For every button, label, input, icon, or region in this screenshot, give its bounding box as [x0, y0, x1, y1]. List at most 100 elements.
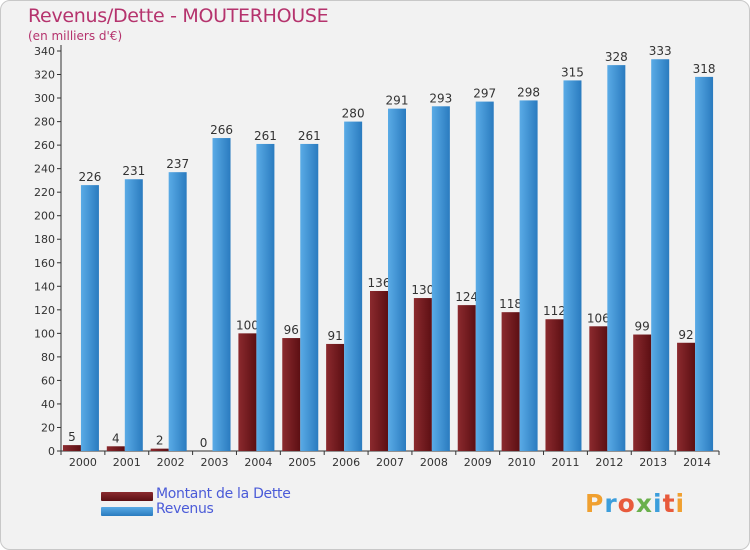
bar-debt [589, 326, 608, 451]
logo-letter: P [585, 489, 605, 518]
bar-debt [62, 445, 81, 451]
bar-label-debt: 106 [587, 311, 610, 325]
bar-revenue [388, 108, 406, 451]
bar-revenue [695, 76, 714, 451]
y-tick-label: 0 [48, 445, 55, 458]
bar-revenue [300, 143, 319, 452]
bar-label-revenue: 291 [386, 94, 409, 108]
x-tick-label: 2001 [113, 456, 141, 469]
bar-debt [106, 446, 125, 451]
y-tick-label: 140 [34, 280, 55, 293]
bar-debt [457, 305, 476, 451]
bar-label-revenue: 293 [429, 91, 452, 105]
y-tick-label: 60 [41, 374, 55, 387]
bar-debt [677, 342, 696, 451]
x-tick-label: 2014 [683, 456, 711, 469]
y-tick-label: 40 [41, 398, 55, 411]
logo-letter: r [604, 489, 618, 518]
y-tick-label: 80 [41, 351, 55, 364]
bar-debt [238, 333, 257, 451]
y-tick-label: 260 [34, 139, 55, 152]
x-tick-label: 2006 [332, 456, 360, 469]
bar-label-revenue: 297 [473, 87, 496, 101]
bar-revenue [519, 100, 538, 451]
bar-label-debt: 118 [499, 297, 522, 311]
bar-label-debt: 96 [284, 323, 299, 337]
logo-letter: o [617, 489, 636, 518]
legend-label-revenue: Revenus [156, 501, 214, 517]
y-tick-label: 320 [34, 69, 55, 82]
x-tick-label: 2000 [69, 456, 97, 469]
y-tick-label: 160 [34, 257, 55, 270]
x-tick-label: 2008 [420, 456, 448, 469]
bar-label-revenue: 266 [210, 123, 233, 137]
y-tick-label: 220 [34, 186, 55, 199]
bar-label-debt: 112 [543, 304, 566, 318]
bar-revenue [563, 80, 582, 451]
proxiti-logo: Proxiti [585, 489, 685, 518]
bar-revenue [212, 138, 231, 451]
logo-letter: i [653, 489, 663, 518]
bar-label-revenue: 318 [693, 62, 716, 76]
legend-label-debt: Montant de la Dette [156, 486, 291, 502]
bar-revenue [607, 65, 626, 451]
x-tick-label: 2004 [244, 456, 272, 469]
bar-label-debt: 99 [635, 320, 650, 334]
bar-label-debt: 100 [236, 318, 259, 332]
y-tick-label: 120 [34, 304, 55, 317]
y-tick-label: 340 [34, 45, 55, 58]
bar-label-revenue: 261 [254, 129, 277, 143]
bar-label-revenue: 261 [298, 129, 321, 143]
bar-label-debt: 91 [327, 329, 342, 343]
bar-label-revenue: 315 [561, 65, 584, 79]
bar-debt [413, 298, 432, 451]
bar-debt [633, 334, 652, 451]
bar-label-debt: 5 [68, 430, 76, 444]
bar-label-debt: 2 [156, 434, 164, 448]
logo-letter: i [675, 489, 686, 518]
legend-swatch-revenue [101, 507, 153, 516]
bar-label-revenue: 328 [605, 50, 628, 64]
x-tick-label: 2013 [639, 456, 667, 469]
x-tick-label: 2002 [157, 456, 185, 469]
bar-revenue [256, 143, 275, 452]
bar-label-revenue: 298 [517, 85, 540, 99]
x-tick-label: 2010 [508, 456, 536, 469]
logo-letter: t [662, 489, 676, 518]
bar-revenue [475, 101, 494, 452]
x-tick-label: 2011 [551, 456, 579, 469]
y-tick-label: 200 [34, 210, 55, 223]
bar-debt [501, 312, 520, 451]
bar-label-debt: 4 [112, 431, 120, 445]
chart-subtitle: (en milliers d'€) [28, 29, 123, 43]
y-tick-label: 180 [34, 233, 55, 246]
bar-label-debt: 92 [678, 328, 693, 342]
bar-label-debt: 0 [200, 436, 208, 450]
bar-revenue [168, 172, 187, 452]
x-tick-label: 2003 [201, 456, 229, 469]
x-tick-label: 2012 [595, 456, 623, 469]
bar-debt [370, 291, 388, 451]
bar-revenue [431, 106, 450, 451]
y-tick-label: 280 [34, 116, 55, 129]
legend-swatch-debt [101, 492, 153, 501]
y-tick-label: 20 [41, 421, 55, 434]
bar-debt [545, 319, 564, 451]
bar-revenue [124, 179, 143, 451]
x-tick-label: 2005 [288, 456, 316, 469]
chart-title: Revenus/Dette - MOUTERHOUSE [28, 5, 329, 27]
logo-letter: x [635, 489, 653, 518]
y-tick-label: 300 [34, 92, 55, 105]
bar-revenue [344, 121, 363, 452]
x-tick-label: 2009 [464, 456, 492, 469]
bar-label-debt: 124 [455, 290, 478, 304]
x-tick-label: 2007 [376, 456, 404, 469]
bar-debt [326, 343, 345, 451]
bar-label-revenue: 333 [649, 44, 672, 58]
bar-revenue [651, 59, 670, 452]
bar-label-revenue: 237 [166, 157, 189, 171]
bar-label-revenue: 226 [78, 170, 101, 184]
y-tick-label: 240 [34, 163, 55, 176]
